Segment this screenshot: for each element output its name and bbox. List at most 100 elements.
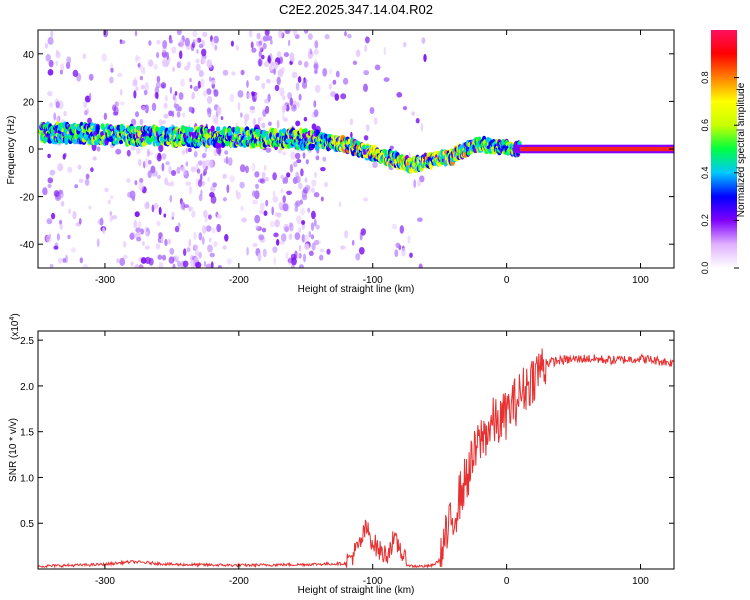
spectrogram-noise-cell — [222, 69, 229, 76]
spectrogram-noise-cell — [251, 47, 257, 53]
spectrogram-noise-cell — [256, 32, 261, 40]
spectrogram-noise-cell — [158, 144, 164, 153]
spectrogram-noise-cell — [134, 211, 140, 218]
spectrogram-noise-cell — [101, 53, 107, 62]
spectrogram-noise-cell — [290, 151, 296, 160]
spectrogram-noise-cell — [171, 211, 175, 218]
spectrogram-noise-cell — [246, 246, 249, 256]
spectrogram-noise-cell — [282, 177, 286, 184]
spectrogram-noise-cell — [352, 60, 358, 65]
spectrogram-noise-cell — [295, 120, 301, 127]
spectrogram-noise-cell — [202, 172, 206, 177]
spectrogram-noise-cell — [267, 121, 272, 127]
spectrogram-noise-cell — [279, 240, 285, 245]
spectrogram-noise-cell — [99, 217, 104, 226]
spectrogram-noise-cell — [254, 171, 260, 178]
spectrogram-noise-cell — [299, 199, 303, 205]
spectrogram-noise-cell — [156, 52, 160, 59]
spectrogram-noise-cell — [271, 206, 275, 216]
spectrogram-noise-cell — [280, 188, 284, 194]
spectrogram-noise-cell — [344, 30, 347, 37]
spectrogram-noise-cell — [294, 201, 299, 208]
spectrogram-noise-cell — [186, 247, 191, 253]
spectrogram-noise-cell — [335, 70, 340, 78]
spectrogram-noise-cell — [216, 214, 222, 219]
spectrogram-noise-cell — [145, 256, 151, 265]
spectrogram-noise-cell — [67, 166, 73, 173]
spectrogram-noise-cell — [204, 148, 208, 153]
spectrogram-x-ticks: -300 -200 -100 0 100 — [95, 30, 649, 286]
snr-x-tick-label: -100 — [363, 576, 383, 587]
spectrogram-noise-cell — [311, 179, 317, 187]
spectrogram-noise-cell — [277, 68, 284, 78]
snr-x-tick-label: 100 — [632, 576, 649, 587]
spectrogram-noise-cell — [83, 101, 88, 108]
spectrogram-noise-cell — [47, 69, 54, 76]
spectrogram-noise-cell — [188, 206, 192, 212]
spectrogram-noise-cell — [411, 111, 415, 116]
spectrogram-noise-cell — [374, 64, 381, 71]
spectrogram-noise-cell — [270, 39, 273, 45]
spectrogram-noise-cell — [202, 152, 207, 158]
spectrogram-noise-cell — [303, 30, 309, 34]
spectrogram-noise-cell — [59, 224, 63, 230]
spectrogram-noise-cell — [133, 90, 137, 99]
spectrogram-noise-cell — [88, 205, 92, 210]
spectrogram-noise-cell — [222, 173, 227, 179]
spectrogram-noise-cell — [394, 249, 399, 258]
spectrogram-noise-cell — [272, 190, 276, 198]
spectrogram-noise-cell — [288, 256, 292, 266]
spectrogram-noise-cell — [281, 112, 285, 121]
spectrogram-noise-cell — [296, 215, 302, 225]
spectrogram-noise-cell — [201, 57, 206, 65]
spectrogram-noise-cell — [417, 217, 423, 222]
spectrogram-noise-cell — [163, 213, 167, 218]
spectrogram-noise-cell — [310, 234, 315, 240]
spectrogram-noise-cell — [82, 264, 89, 268]
spectrogram-noise-cell — [183, 248, 187, 256]
spectrogram-noise-cell — [298, 252, 302, 259]
spectrogram-noise-cell — [293, 161, 298, 168]
spectrogram-noise-cell — [139, 177, 144, 184]
spectrogram-noise-cell — [209, 192, 215, 198]
spectrogram-noise-cell — [298, 244, 302, 252]
spectrogram-noise-cell — [90, 167, 94, 173]
spectrogram-noise-cell — [289, 60, 293, 66]
spectrogram-x-tick-label: -100 — [363, 275, 383, 286]
spectrogram-noise-cell — [153, 203, 159, 209]
spectrogram-noise-cell — [196, 37, 202, 43]
spectrogram-noise-cell — [355, 49, 361, 58]
spectrogram-noise-cell — [47, 177, 54, 184]
spectrogram-noise-cell — [129, 232, 135, 240]
spectrogram-noise-cell — [191, 210, 196, 218]
spectrogram-noise-cell — [211, 38, 215, 47]
spectrogram-noise-cell — [278, 201, 283, 209]
spectrogram-noise-cell — [252, 93, 257, 103]
spectrogram-noise-cell — [53, 190, 60, 197]
spectrogram-noise-cell — [225, 156, 229, 165]
snr-y-tick-label: 1.0 — [20, 473, 34, 484]
spectrogram-ridge-cell — [477, 136, 482, 142]
spectrogram-noise-cell — [286, 172, 291, 178]
spectrogram-noise-cell — [294, 232, 301, 241]
spectrogram-noise-cell — [138, 182, 144, 192]
spectrogram-noise-cell — [45, 54, 51, 62]
spectrogram-noise-cell — [213, 35, 219, 44]
spectrogram-noise-cell — [88, 73, 94, 81]
spectrogram-noise-cell — [261, 227, 267, 233]
spectrogram-noise-cell — [261, 122, 266, 129]
spectrogram-noise-cell — [282, 95, 286, 101]
spectrogram-noise-cell — [210, 261, 214, 268]
spectrogram-noise-cell — [137, 63, 141, 68]
spectrogram-noise-cell — [49, 263, 54, 268]
chart-title: C2E2.2025.347.14.04.R02 — [279, 2, 433, 17]
spectrogram-noise-cell — [84, 178, 90, 186]
spectrogram-noise-cell — [276, 239, 280, 246]
spectrogram-noise-cell — [112, 111, 119, 116]
spectrogram-noise-cell — [60, 200, 65, 207]
spectrogram-noise-cell — [171, 46, 177, 54]
spectrogram-noise-cell — [135, 227, 141, 233]
spectrogram-noise-cell — [340, 245, 346, 250]
spectrogram-noise-cell — [206, 88, 212, 95]
spectrogram-noise-cell — [311, 123, 317, 130]
